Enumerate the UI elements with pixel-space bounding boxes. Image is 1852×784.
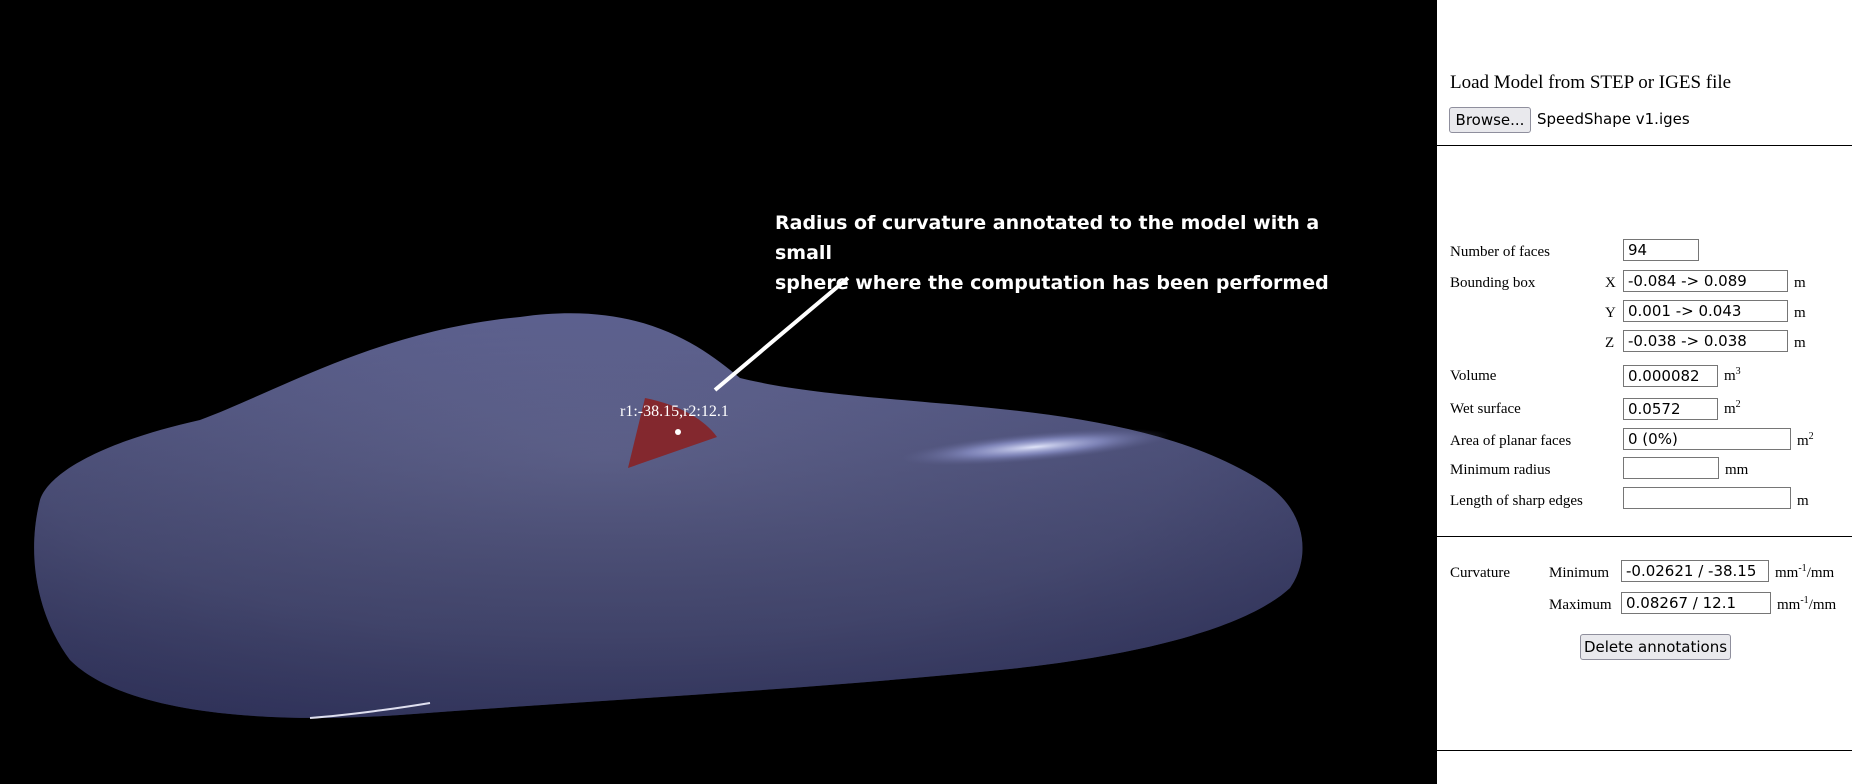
curvature-min-unit-tail: /mm <box>1806 565 1835 581</box>
curvature-max-unit-tail: /mm <box>1808 597 1837 613</box>
faces-label: Number of faces <box>1450 244 1550 260</box>
curvature-annotation-marker <box>628 398 717 468</box>
curvature-max-field[interactable]: 0.08267 / 12.1 <box>1621 592 1771 614</box>
wet-surface-unit-exponent: 2 <box>1735 399 1741 410</box>
planar-area-unit-base: m <box>1797 433 1809 449</box>
bbox-x-unit: m <box>1794 275 1806 291</box>
callout-pointer-line <box>713 276 850 392</box>
curvature-min-unit-base: mm <box>1775 565 1799 581</box>
volume-unit-base: m <box>1724 368 1736 384</box>
curvature-annotation-label: r1:-38.15,r2:12.1 <box>620 403 729 420</box>
3d-viewport[interactable]: Radius of curvature annotated to the mod… <box>0 0 1437 784</box>
bbox-label: Bounding box <box>1450 275 1536 291</box>
bbox-z-unit: m <box>1794 335 1806 351</box>
callout-line-1: Radius of curvature annotated to the mod… <box>775 212 1320 264</box>
curvature-max-unit-exponent: -1 <box>1800 595 1809 606</box>
wet-surface-unit: m2 <box>1724 399 1741 418</box>
properties-panel: Load Model from STEP or IGES file Browse… <box>1437 0 1852 784</box>
callout-text: Radius of curvature annotated to the mod… <box>775 208 1375 298</box>
planar-area-field[interactable]: 0 (0%) <box>1623 428 1791 450</box>
computation-sphere <box>675 429 681 435</box>
callout-line-2: sphere where the computation has been pe… <box>775 272 1329 294</box>
planar-area-label: Area of planar faces <box>1450 433 1572 449</box>
model-render[interactable] <box>0 0 1437 784</box>
sharp-edges-unit: m <box>1797 493 1809 509</box>
curvature-max-label: Maximum <box>1549 597 1612 613</box>
bbox-y-field[interactable]: 0.001 -> 0.043 <box>1623 300 1788 322</box>
bbox-y-unit: m <box>1794 305 1806 321</box>
load-model-title: Load Model from STEP or IGES file <box>1450 72 1732 93</box>
delete-annotations-button[interactable]: Delete annotations <box>1580 634 1731 660</box>
min-radius-label: Minimum radius <box>1450 462 1551 478</box>
sharp-edges-label: Length of sharp edges <box>1450 493 1583 509</box>
faces-field[interactable]: 94 <box>1623 239 1699 261</box>
bbox-z-field[interactable]: -0.038 -> 0.038 <box>1623 330 1788 352</box>
volume-unit: m3 <box>1724 366 1741 385</box>
divider <box>1437 536 1852 537</box>
divider <box>1437 750 1852 751</box>
curvature-min-unit-exponent: -1 <box>1798 563 1807 574</box>
wet-surface-unit-base: m <box>1724 401 1736 417</box>
selected-file-name: SpeedShape v1.iges <box>1537 110 1690 128</box>
divider <box>1437 145 1852 146</box>
browse-button[interactable]: Browse... <box>1449 107 1531 133</box>
wet-surface-field[interactable]: 0.0572 <box>1623 398 1718 420</box>
volume-field[interactable]: 0.000082 <box>1623 365 1718 387</box>
curvature-label: Curvature <box>1450 565 1510 581</box>
curvature-min-field[interactable]: -0.02621 / -38.15 <box>1621 560 1769 582</box>
volume-unit-exponent: 3 <box>1735 366 1741 377</box>
bbox-x-axis-label: X <box>1605 275 1616 291</box>
bbox-x-field[interactable]: -0.084 -> 0.089 <box>1623 270 1788 292</box>
volume-label: Volume <box>1450 368 1497 384</box>
curvature-min-label: Minimum <box>1549 565 1610 581</box>
curvature-min-unit: mm-1/mm <box>1775 563 1835 582</box>
planar-area-unit: m2 <box>1797 431 1814 450</box>
curvature-max-unit-base: mm <box>1777 597 1801 613</box>
curvature-max-unit: mm-1/mm <box>1777 595 1837 614</box>
min-radius-field[interactable] <box>1623 457 1719 479</box>
bbox-z-axis-label: Z <box>1605 335 1615 351</box>
bbox-y-axis-label: Y <box>1605 305 1616 321</box>
planar-area-unit-exponent: 2 <box>1808 431 1814 442</box>
sharp-edges-field[interactable] <box>1623 487 1791 509</box>
wet-surface-label: Wet surface <box>1450 401 1521 417</box>
min-radius-unit: mm <box>1725 462 1749 478</box>
